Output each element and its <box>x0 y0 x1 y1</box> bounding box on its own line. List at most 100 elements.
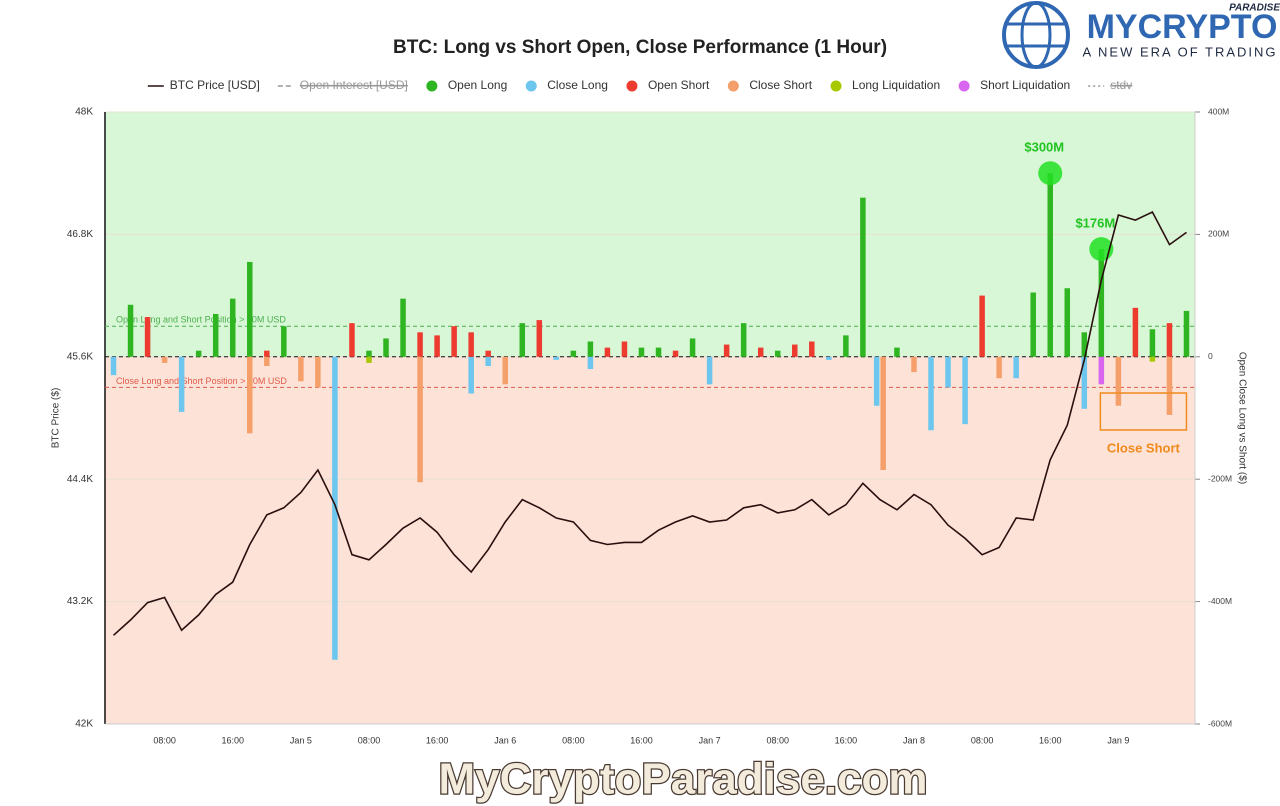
legend-item: BTC Price [USD] <box>147 78 260 92</box>
legend: BTC Price [USD] Open Interest [USD] Open L… <box>147 78 1133 92</box>
annotation: Close Short <box>1107 440 1181 455</box>
flow-bar <box>349 323 355 357</box>
threshold-label: Open Long and Short Position > 50M USD <box>116 315 286 325</box>
flow-bar <box>536 320 543 357</box>
x-tick-label: 08:00 <box>766 735 789 745</box>
flow-bar <box>1047 173 1053 357</box>
flow-bar <box>826 356 832 360</box>
flow-bar <box>587 341 594 357</box>
flow-bar <box>502 356 508 385</box>
flow-bar <box>247 356 253 434</box>
flow-bar <box>587 356 594 370</box>
flow-bar <box>144 317 151 357</box>
flow-bar <box>689 338 696 357</box>
flow-bar <box>894 347 900 357</box>
x-tick-label: 16:00 <box>1039 735 1062 745</box>
flow-bar <box>1132 307 1139 357</box>
y2-tick-label: 0 <box>1208 351 1213 361</box>
data-label: $176M <box>1075 216 1115 231</box>
flow-bar <box>366 350 372 357</box>
legend-item: Open Interest [USD] <box>277 78 408 92</box>
legend-marker <box>626 80 638 92</box>
plot-background <box>105 112 1195 724</box>
flow-bar <box>570 350 577 357</box>
flow-bar <box>366 356 372 363</box>
data-label: $300M <box>1024 140 1064 155</box>
logo-globe-meridian <box>1020 1 1052 69</box>
flow-bar <box>1081 356 1088 409</box>
flow-bar <box>127 304 134 357</box>
flow-bar <box>1098 356 1105 385</box>
threshold-label: Close Long and Short Position > 50M USD <box>116 376 287 386</box>
legend-label: Open Short <box>648 78 710 92</box>
flow-bar <box>468 356 474 394</box>
x-tick-label: Jan 9 <box>1107 735 1129 745</box>
watermark: MyCryptoParadise.com <box>438 755 927 804</box>
flow-bar <box>740 323 747 357</box>
flow-bar <box>1064 288 1071 357</box>
legend-marker <box>958 80 970 92</box>
y2-axis-label: Open Close Long vs Short ($) <box>1236 352 1247 484</box>
flow-bar <box>417 332 423 357</box>
flow-bar <box>417 356 423 483</box>
flow-bar <box>553 356 560 360</box>
y-tick-label: 48K <box>75 107 93 118</box>
flow-bar <box>1030 292 1036 357</box>
y-axis-label: BTC Price ($) <box>51 388 62 449</box>
legend-label: Close Short <box>749 78 812 92</box>
flow-bar <box>843 335 849 357</box>
flow-bar <box>979 295 985 357</box>
flow-bar <box>621 341 628 357</box>
y-tick-label: 45.6K <box>67 351 93 362</box>
flow-bar <box>945 356 951 388</box>
flow-bar <box>706 356 713 385</box>
logo-globe <box>1002 1 1070 69</box>
x-tick-label: 08:00 <box>971 735 994 745</box>
legend-marker <box>830 80 842 92</box>
legend-label: BTC Price [USD] <box>170 78 260 92</box>
legend-label: Open Interest [USD] <box>300 78 408 92</box>
lower-zone <box>105 356 1195 724</box>
flow-bar <box>1166 356 1173 415</box>
flow-bar <box>757 347 764 357</box>
x-tick-label: 08:00 <box>153 735 176 745</box>
flow-bar <box>723 344 730 357</box>
flow-bar <box>400 298 406 357</box>
flow-bar <box>1149 329 1156 357</box>
flow-bar <box>911 356 917 373</box>
legend-label: Open Long <box>448 78 507 92</box>
flow-bar <box>229 298 236 357</box>
flow-bar <box>672 350 679 357</box>
x-tick-label: 16:00 <box>835 735 858 745</box>
x-tick-label: Jan 8 <box>903 735 925 745</box>
legend-label: Short Liquidation <box>980 78 1070 92</box>
flow-bar <box>792 344 798 357</box>
flow-bar <box>873 356 880 406</box>
flow-bar <box>1115 356 1122 406</box>
y-tick-label: 44.4K <box>67 474 93 485</box>
flow-bar <box>1183 310 1190 357</box>
flow-bar <box>485 356 491 366</box>
legend-item: Long Liquidation <box>830 78 940 92</box>
x-tick-label: 16:00 <box>630 735 653 745</box>
flow-bar <box>468 332 474 357</box>
flow-bar <box>315 356 321 388</box>
y2-tick-label: 200M <box>1208 229 1229 239</box>
flow-bar <box>1081 332 1088 357</box>
flow-bar <box>604 347 611 357</box>
flow-bar <box>774 350 781 357</box>
flow-bar <box>247 261 253 357</box>
flow-bar <box>178 356 185 412</box>
flow-bar <box>281 326 287 357</box>
flow-bar <box>485 350 491 357</box>
legend-item: stdv <box>1088 78 1133 92</box>
flow-bar <box>264 356 270 366</box>
x-tick-label: Jan 5 <box>290 735 312 745</box>
flow-bar <box>1149 356 1156 362</box>
flow-bar <box>212 313 219 357</box>
price-line <box>112 210 1187 636</box>
legend-marker <box>525 80 537 92</box>
flow-bar <box>638 347 645 357</box>
legend-label: Close Long <box>547 78 608 92</box>
